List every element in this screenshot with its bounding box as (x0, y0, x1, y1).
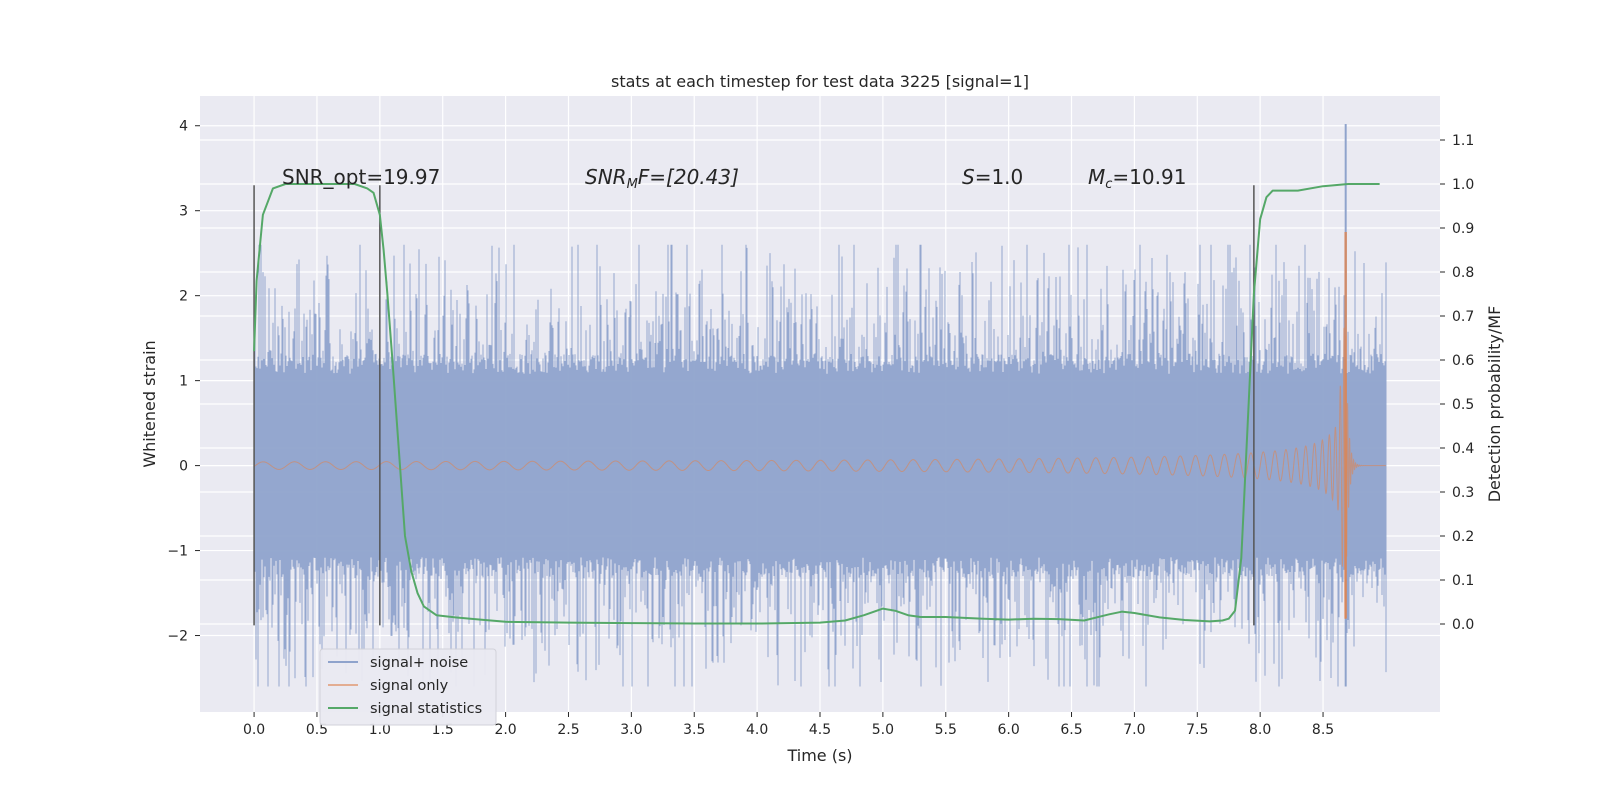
y-right-tick-label: 0.6 (1452, 353, 1474, 369)
y-right-tick-label: 1.0 (1452, 177, 1474, 193)
y-left-tick-label: 0 (179, 459, 188, 475)
x-tick-label: 8.5 (1312, 722, 1334, 738)
series-signal-only (253, 231, 1386, 620)
y-left-tick-label: 4 (179, 119, 188, 135)
y-axis-right-ticks: 0.0 0.1 0.2 0.3 0.4 0.5 0.6 0.7 0.8 0.9 1.0 1.1 (1440, 133, 1474, 633)
x-tick-label: 7.5 (1186, 722, 1208, 738)
y-right-tick-label: 0.3 (1452, 485, 1474, 501)
y-right-tick-label: 0.8 (1452, 265, 1474, 281)
x-tick-label: 5.5 (935, 722, 957, 738)
y-right-tick-label: 0.4 (1452, 441, 1474, 457)
vertical-markers (253, 185, 1255, 626)
annotation-s: S=1.0 (962, 165, 1023, 189)
x-tick-label: 7.0 (1123, 722, 1145, 738)
x-tick-label: 2.5 (557, 722, 579, 738)
y-left-tick-label: −1 (167, 544, 188, 560)
legend-label-stats: signal statistics (370, 701, 482, 717)
x-tick-label: 0.5 (306, 722, 328, 738)
annotation-snr-mf: SNRMF=[20.43] (585, 165, 739, 192)
x-tick-label: 1.5 (432, 722, 454, 738)
series-line-signal-statistics (253, 183, 1380, 625)
y-right-tick-label: 0.1 (1452, 573, 1474, 589)
series-signal-statistics (253, 183, 1380, 625)
x-tick-label: 3.0 (620, 722, 642, 738)
y-right-tick-label: 0.5 (1452, 397, 1474, 413)
x-tick-label: 8.0 (1249, 722, 1271, 738)
y-left-tick-label: 3 (179, 204, 188, 220)
y-left-tick-label: 2 (179, 289, 188, 305)
x-tick-label: 6.0 (998, 722, 1020, 738)
annotation-snr-opt: SNR_opt=19.97 (282, 165, 440, 189)
x-axis-label: Time (s) (786, 746, 852, 765)
y-left-tick-label: 1 (179, 374, 188, 390)
x-tick-label: 5.0 (872, 722, 894, 738)
y-right-tick-label: 0.2 (1452, 529, 1474, 545)
y-axis-right-label: Detection probability/MF (1485, 306, 1504, 503)
y-axis-left-ticks: −2 −1 0 1 2 3 4 (167, 119, 200, 645)
legend-box (319, 648, 497, 726)
series-line-signal-only (253, 327, 1386, 620)
x-tick-label: 3.5 (683, 722, 705, 738)
x-tick-label: 0.0 (243, 722, 265, 738)
x-axis-ticks: 0.0 0.5 1.0 1.5 2.0 2.5 3.0 3.5 4.0 4.5 5.0 5.5 6.0 6… (243, 712, 1334, 738)
legend-label-noise: signal+ noise (370, 655, 468, 671)
y-right-tick-label: 1.1 (1452, 133, 1474, 149)
annotations: SNR_opt=19.97 SNRMF=[20.43] S=1.0 Mc=10.… (282, 165, 1186, 192)
legend: signal+ noise signal only signal statist… (319, 648, 497, 726)
chart-title: stats at each timestep for test data 322… (611, 72, 1029, 91)
x-tick-label: 4.0 (746, 722, 768, 738)
y-left-tick-label: −2 (167, 629, 188, 645)
y-right-tick-label: 0.0 (1452, 617, 1474, 633)
y-right-tick-label: 0.7 (1452, 309, 1474, 325)
x-tick-label: 4.5 (809, 722, 831, 738)
annotation-mc: Mc=10.91 (1088, 165, 1186, 192)
legend-label-signal: signal only (370, 678, 449, 694)
x-tick-label: 2.0 (494, 722, 516, 738)
y-axis-left-label: Whitened strain (140, 340, 159, 467)
x-tick-label: 1.0 (369, 722, 391, 738)
y-right-tick-label: 0.9 (1452, 221, 1474, 237)
x-tick-label: 6.5 (1060, 722, 1082, 738)
